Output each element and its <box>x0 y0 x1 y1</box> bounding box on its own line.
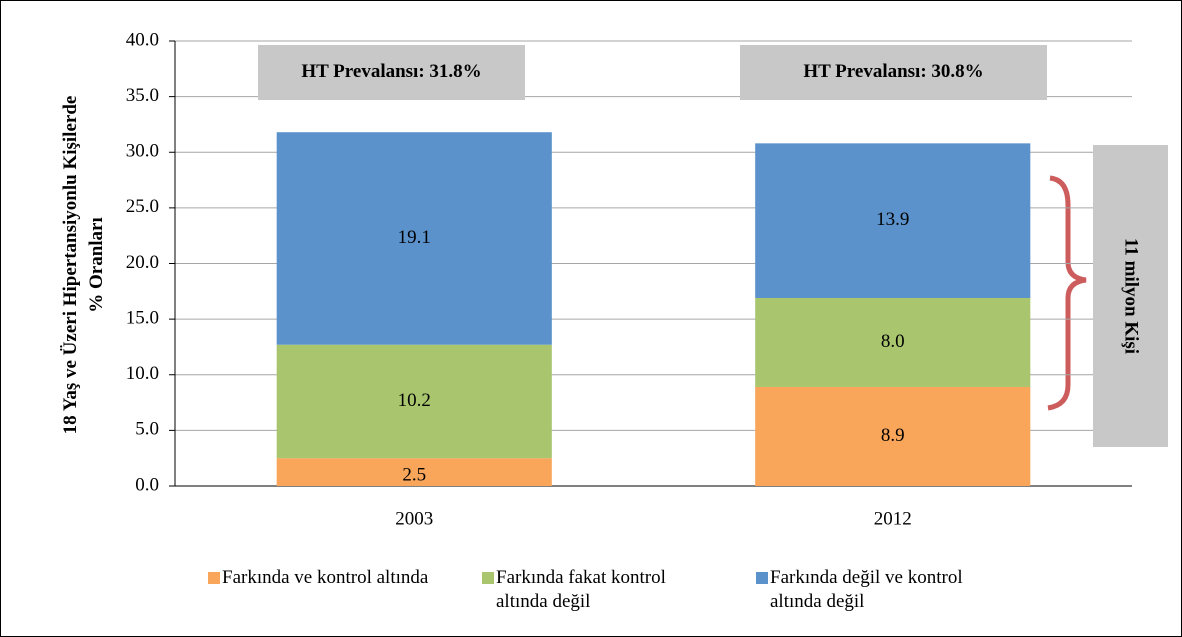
data-label: 8.9 <box>881 425 905 446</box>
data-label: 2.5 <box>402 464 426 485</box>
legend-swatch <box>482 572 494 584</box>
y-tick-label: 25.0 <box>126 196 159 217</box>
annotation: HT Prevalansı: 30.8% <box>803 61 983 82</box>
y-tick-label: 20.0 <box>126 252 159 273</box>
data-label: 13.9 <box>876 209 909 230</box>
annotation: HT Prevalansı: 31.8% <box>301 61 481 82</box>
y-tick-label: 35.0 <box>126 85 159 106</box>
brace <box>1047 175 1087 411</box>
y-tick-label: 0.0 <box>135 474 159 495</box>
x-tick-label: 2003 <box>395 508 433 529</box>
y-tick-label: 5.0 <box>135 419 159 440</box>
y-tick-label: 40.0 <box>126 29 159 50</box>
bar-segment <box>755 143 1031 298</box>
annotation-box <box>258 45 525 100</box>
y-axis-title: 18 Yaş ve Üzeri Hipertansiyonlu Kişilerd… <box>60 96 107 435</box>
data-label: 19.1 <box>398 227 431 248</box>
y-tick-label: 15.0 <box>126 307 159 328</box>
x-tick-label: 2012 <box>874 508 912 529</box>
bar-segment <box>276 132 552 345</box>
bar-segment <box>276 344 552 459</box>
legend-label: Farkında değil ve kontrol altında değil <box>770 567 963 612</box>
legend-swatch <box>208 572 220 584</box>
data-label: 10.2 <box>398 390 431 411</box>
y-axis-title-line: 18 Yaş ve Üzeri Hipertansiyonlu Kişilerd… <box>60 96 81 435</box>
bar-segment <box>276 458 552 486</box>
legend-label: Farkında fakat kontrol altında değil <box>496 567 666 612</box>
data-label: 8.0 <box>881 331 905 352</box>
y-tick-label: 10.0 <box>126 363 159 384</box>
annotation-box <box>1093 145 1168 447</box>
bar-segment <box>755 297 1031 387</box>
legend-swatch <box>756 572 768 584</box>
y-tick-label: 30.0 <box>126 141 159 162</box>
annotation: 11 milyon Kişi <box>1121 238 1142 354</box>
bar-segment <box>755 386 1031 486</box>
legend-label: Farkında ve kontrol altında <box>222 567 429 588</box>
y-axis-title-line: % Oranları <box>86 217 107 313</box>
annotation-box <box>740 45 1047 100</box>
